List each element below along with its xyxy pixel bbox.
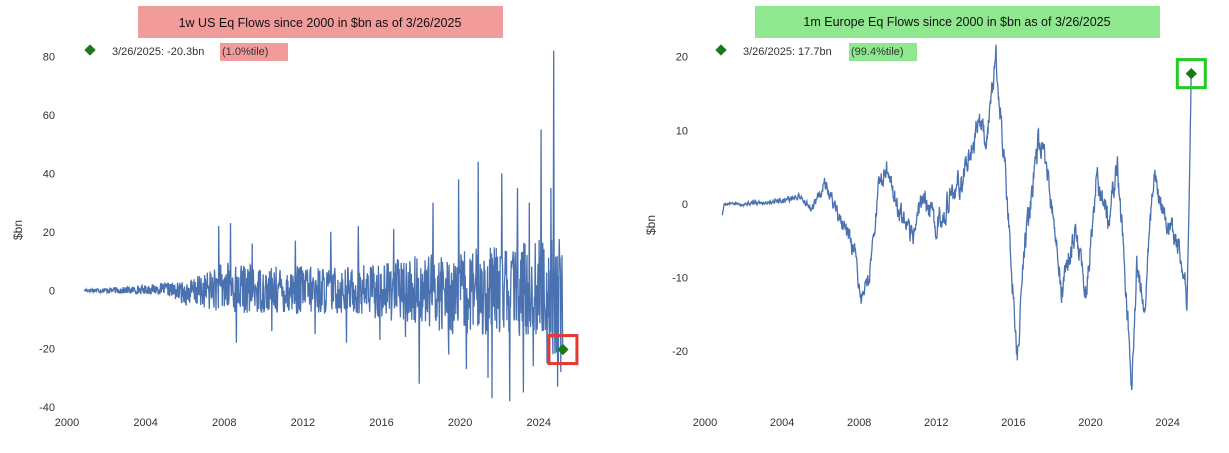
x-tick-label: 2004 [770, 417, 794, 429]
y-tick-label: 20 [43, 227, 55, 239]
y-tick-label: -20 [39, 344, 55, 356]
x-tick-label: 2012 [291, 417, 315, 429]
x-tick-labels: 2000 2004 2008 2012 2016 2020 2024 [55, 417, 551, 429]
legend-text: 3/26/2025: -20.3bn [112, 46, 204, 58]
x-tick-label: 2024 [527, 417, 551, 429]
y-tick-labels: -20 -10 0 10 20 [672, 52, 688, 358]
legend-marker [715, 44, 727, 56]
chart-title: 1w US Eq Flows since 2000 in $bn as of 3… [179, 16, 462, 30]
chart-us-flows: 1w US Eq Flows since 2000 in $bn as of 3… [11, 6, 579, 429]
y-tick-label: 40 [43, 168, 55, 180]
y-tick-label: 60 [43, 110, 55, 122]
x-tick-label: 2024 [1155, 417, 1179, 429]
y-tick-label: 20 [676, 52, 688, 64]
y-tick-label: -10 [672, 272, 688, 284]
legend-marker [84, 44, 96, 56]
x-tick-label: 2008 [847, 417, 871, 429]
x-tick-label: 2000 [55, 417, 79, 429]
x-tick-label: 2016 [1001, 417, 1025, 429]
x-tick-label: 2020 [1078, 417, 1102, 429]
x-tick-label: 2012 [924, 417, 948, 429]
x-tick-labels: 2000 2004 2008 2012 2016 2020 2024 [693, 417, 1180, 429]
series-line [84, 50, 564, 402]
chart-title-bg [755, 6, 1160, 38]
x-tick-label: 2016 [369, 417, 393, 429]
series-line [721, 44, 1192, 391]
legend-text: 3/26/2025: 17.7bn [743, 46, 832, 58]
y-tick-label: -20 [672, 346, 688, 358]
y-axis-label: $bn [11, 220, 25, 240]
x-tick-label: 2020 [448, 417, 472, 429]
highlight-box [1175, 58, 1207, 90]
y-tick-labels: -40 -20 0 20 40 60 80 [39, 52, 55, 414]
x-tick-label: 2004 [133, 417, 157, 429]
x-tick-label: 2000 [693, 417, 717, 429]
y-tick-label: 0 [682, 199, 688, 211]
chart-title-bg [138, 6, 503, 38]
y-tick-label: -40 [39, 402, 55, 414]
legend-percentile-bg [220, 43, 288, 61]
chart-title: 1m Europe Eq Flows since 2000 in $bn as … [803, 15, 1110, 29]
legend-percentile: (1.0%tile) [222, 46, 268, 58]
y-tick-label: 0 [49, 285, 55, 297]
y-tick-label: 10 [676, 125, 688, 137]
y-tick-label: 80 [43, 52, 55, 64]
chart-europe-flows: 1m Europe Eq Flows since 2000 in $bn as … [644, 6, 1207, 429]
legend-percentile-bg [849, 43, 917, 61]
last-point-marker [557, 343, 569, 356]
last-point-marker [1185, 67, 1197, 80]
x-tick-label: 2008 [212, 417, 236, 429]
legend-percentile: (99.4%tile) [851, 46, 904, 58]
y-axis-label: $bn [644, 215, 658, 235]
highlight-box [547, 334, 579, 366]
